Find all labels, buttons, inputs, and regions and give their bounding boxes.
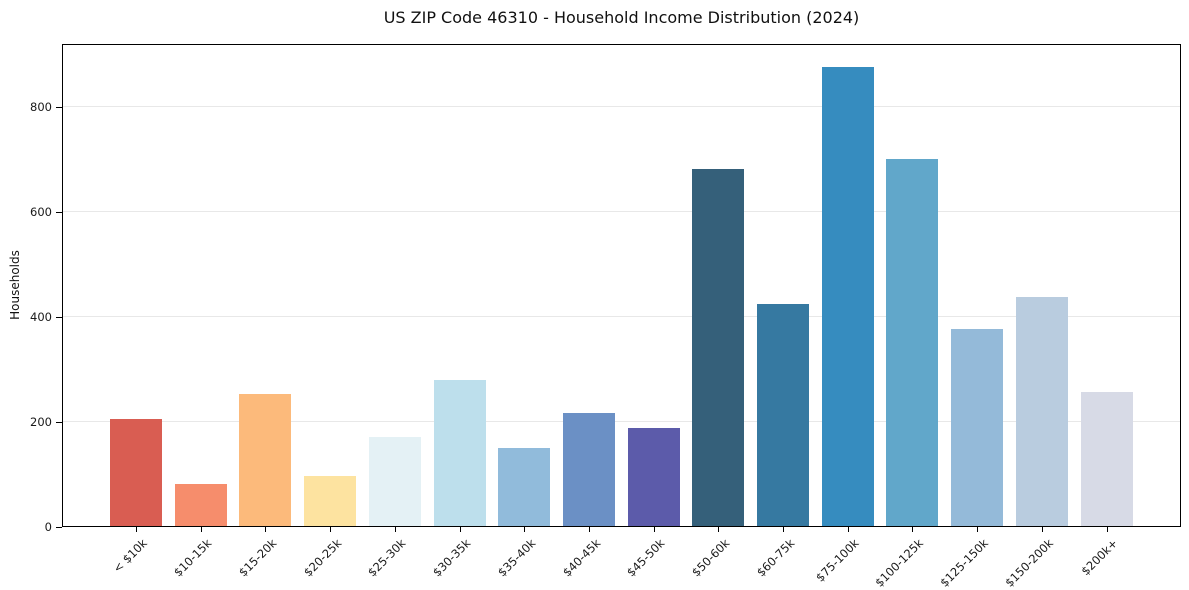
x-tick-label: $30-35k xyxy=(429,536,474,580)
x-tick-label: $45-50k xyxy=(624,536,668,580)
x-tick-label: $25-30k xyxy=(365,536,409,580)
gridline-y-800 xyxy=(63,105,1180,107)
bar xyxy=(562,413,615,526)
x-axis-tick xyxy=(653,527,655,532)
bar xyxy=(951,329,1004,526)
x-axis-tick xyxy=(1106,527,1108,532)
y-tick-label: 0 xyxy=(44,520,52,534)
y-axis-tick xyxy=(56,106,62,108)
bar xyxy=(886,158,939,526)
x-axis-tick xyxy=(977,527,979,532)
x-tick-label: $125-150k xyxy=(937,536,992,590)
bar xyxy=(692,169,745,526)
bar xyxy=(239,394,292,526)
x-axis-tick xyxy=(394,527,396,532)
x-axis-tick xyxy=(330,527,332,532)
y-axis-tick xyxy=(56,316,62,318)
x-tick-label: $10-15k xyxy=(171,536,215,580)
bar xyxy=(174,484,227,526)
x-axis-tick xyxy=(459,527,461,532)
x-tick-label: $50-60k xyxy=(688,536,733,580)
bar xyxy=(757,303,809,526)
plot-area xyxy=(62,44,1181,527)
x-tick-label: $20-25k xyxy=(300,536,345,580)
bar xyxy=(627,428,680,526)
y-axis-tick xyxy=(56,526,62,528)
y-tick-label: 400 xyxy=(30,310,52,324)
bar xyxy=(433,380,486,526)
x-tick-label: < $10k xyxy=(110,536,150,576)
bar xyxy=(1080,392,1133,526)
y-tick-label: 800 xyxy=(30,100,52,114)
x-axis-tick xyxy=(265,527,267,532)
bar xyxy=(821,66,874,526)
x-tick-label: $100-125k xyxy=(872,536,927,590)
bar xyxy=(110,419,162,526)
x-axis-tick xyxy=(1041,527,1043,532)
y-axis-tick xyxy=(56,211,62,213)
x-axis-tick xyxy=(718,527,720,532)
chart-title: US ZIP Code 46310 - Household Income Dis… xyxy=(383,8,860,27)
x-tick-label: $60-75k xyxy=(753,536,797,580)
gridline-y-600 xyxy=(63,210,1180,212)
x-tick-label: $150-200k xyxy=(1001,536,1056,590)
bar xyxy=(304,476,357,526)
x-axis-tick xyxy=(524,527,526,532)
x-axis-tick xyxy=(136,527,137,532)
x-tick-label: $200k+ xyxy=(1078,536,1121,579)
x-axis-tick xyxy=(200,527,202,532)
x-tick-label: $40-45k xyxy=(559,536,603,580)
x-axis-tick xyxy=(588,527,590,532)
x-axis-tick xyxy=(912,527,914,532)
x-axis-tick xyxy=(847,527,849,532)
gridline-y-200 xyxy=(63,420,1180,422)
bar xyxy=(1015,297,1068,526)
bar xyxy=(368,437,421,526)
y-axis-tick xyxy=(56,421,62,423)
x-axis-tick xyxy=(783,527,784,532)
x-tick-label: $15-20k xyxy=(235,536,280,580)
gridline-y-400 xyxy=(63,315,1180,317)
bar xyxy=(498,448,551,526)
x-tick-label: $35-40k xyxy=(494,536,539,580)
y-tick-label: 200 xyxy=(30,415,52,429)
y-tick-label: 600 xyxy=(30,205,52,219)
y-axis-label: Households xyxy=(8,250,22,320)
x-tick-label: $75-100k xyxy=(813,536,862,585)
